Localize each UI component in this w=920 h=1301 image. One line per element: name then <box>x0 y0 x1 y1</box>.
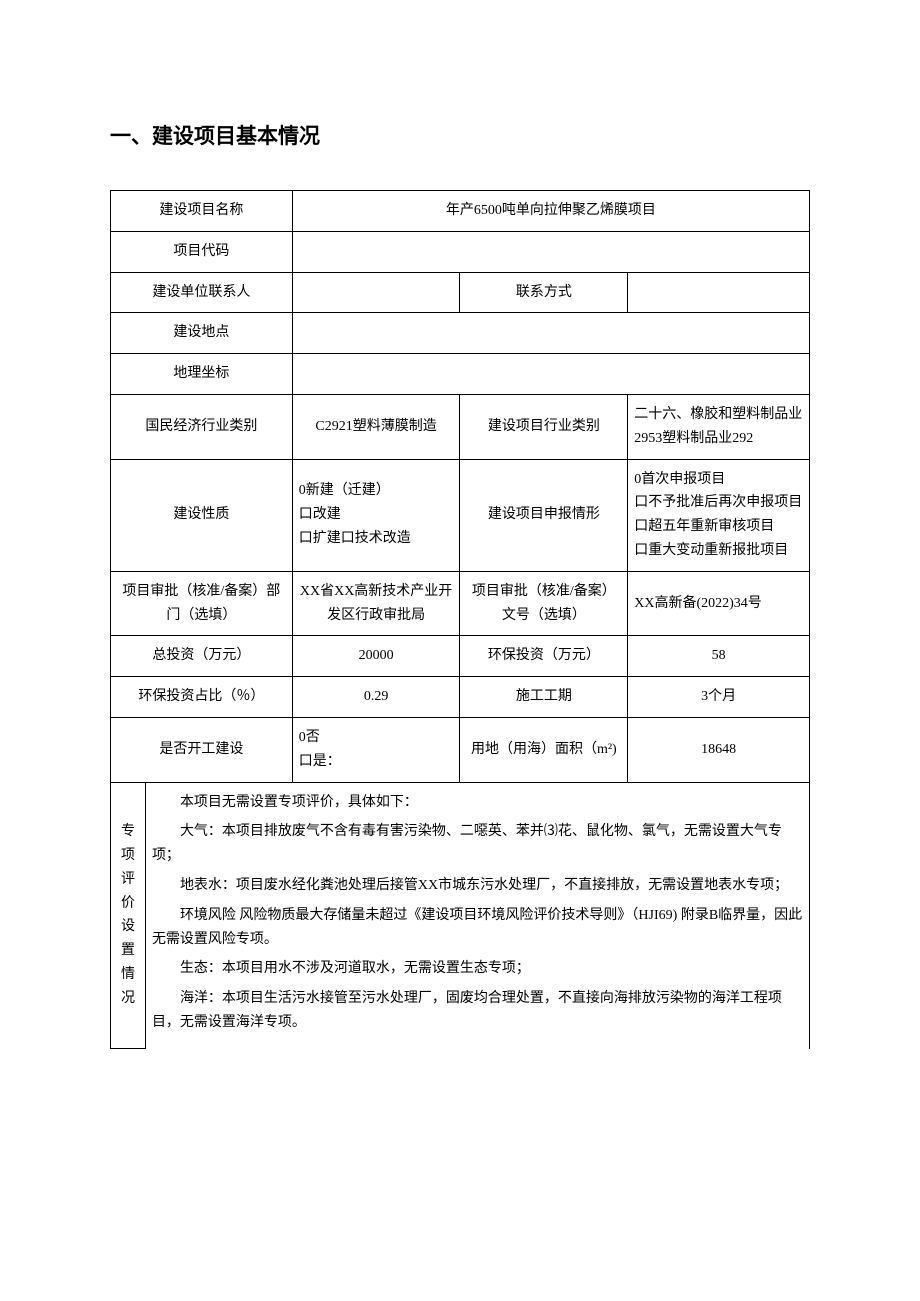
label-industry-cat: 国民经济行业类别 <box>111 394 293 459</box>
label-special-side: 专项评价设置情况 <box>111 782 146 1049</box>
table-row: 建设项目名称 年产6500吨单向拉伸聚乙烯膜项目 <box>111 191 810 232</box>
value-started: 0否 口是： <box>292 717 460 782</box>
table-row: 建设单位联系人 联系方式 <box>111 272 810 313</box>
value-env-invest: 58 <box>628 636 810 677</box>
value-industry-cat: C2921塑料薄膜制造 <box>292 394 460 459</box>
table-row: 国民经济行业类别 C2921塑料薄膜制造 建设项目行业类别 二十六、橡胶和塑料制… <box>111 394 810 459</box>
label-location: 建设地点 <box>111 313 293 354</box>
value-contact <box>292 272 460 313</box>
value-coords <box>292 354 809 395</box>
label-env-invest: 环保投资（万元） <box>460 636 628 677</box>
label-started: 是否开工建设 <box>111 717 293 782</box>
value-project-name: 年产6500吨单向拉伸聚乙烯膜项目 <box>292 191 809 232</box>
table-row-special: 专项评价设置情况 本项目无需设置专项评价，具体如下： 大气：本项目排放废气不含有… <box>111 782 810 1049</box>
label-project-code: 项目代码 <box>111 231 293 272</box>
label-project-name: 建设项目名称 <box>111 191 293 232</box>
special-content: 本项目无需设置专项评价，具体如下： 大气：本项目排放废气不含有毒有害污染物、二噁… <box>145 782 809 1049</box>
value-total-invest: 20000 <box>292 636 460 677</box>
label-total-invest: 总投资（万元） <box>111 636 293 677</box>
section-heading: 一、建设项目基本情况 <box>110 120 810 150</box>
special-p6: 海洋：本项目生活污水接管至污水处理厂，固废均合理处置，不直接向海排放污染物的海洋… <box>152 987 803 1035</box>
value-approval-no: XX高新备(2022)34号 <box>628 571 810 636</box>
table-row: 地理坐标 <box>111 354 810 395</box>
label-area: 用地（用海）面积（m²) <box>460 717 628 782</box>
value-project-code <box>292 231 809 272</box>
value-build-nature: 0新建（迁建） 口改建 口扩建口技术改造 <box>292 459 460 571</box>
value-proj-industry: 二十六、橡胶和塑料制品业2953塑料制品业292 <box>628 394 810 459</box>
special-p1: 本项目无需设置专项评价，具体如下： <box>152 791 803 815</box>
value-env-pct: 0.29 <box>292 677 460 718</box>
special-p3: 地表水：项目废水经化粪池处理后接管XX市城东污水处理厂，不直接排放，无需设置地表… <box>152 874 803 898</box>
label-contact: 建设单位联系人 <box>111 272 293 313</box>
table-row: 建设性质 0新建（迁建） 口改建 口扩建口技术改造 建设项目申报情形 0首次申报… <box>111 459 810 571</box>
value-duration: 3个月 <box>628 677 810 718</box>
page-container: 一、建设项目基本情况 建设项目名称 年产6500吨单向拉伸聚乙烯膜项目 项目代码… <box>0 0 920 1109</box>
label-approval-dept: 项目审批（核准/备案）部门（选填） <box>111 571 293 636</box>
label-contact-method: 联系方式 <box>460 272 628 313</box>
label-coords: 地理坐标 <box>111 354 293 395</box>
label-approval-no: 项目审批（核准/备案）文号（选填） <box>460 571 628 636</box>
table-row: 环保投资占比（％） 0.29 施工工期 3个月 <box>111 677 810 718</box>
value-contact-method <box>628 272 810 313</box>
table-row: 建设地点 <box>111 313 810 354</box>
label-proj-industry: 建设项目行业类别 <box>460 394 628 459</box>
value-approval-dept: XX省XX高新技术产业开发区行政审批局 <box>292 571 460 636</box>
label-duration: 施工工期 <box>460 677 628 718</box>
value-location <box>292 313 809 354</box>
table-row: 项目审批（核准/备案）部门（选填） XX省XX高新技术产业开发区行政审批局 项目… <box>111 571 810 636</box>
label-declare: 建设项目申报情形 <box>460 459 628 571</box>
project-info-table: 建设项目名称 年产6500吨单向拉伸聚乙烯膜项目 项目代码 建设单位联系人 联系… <box>110 190 810 1049</box>
label-env-pct: 环保投资占比（％） <box>111 677 293 718</box>
table-row: 是否开工建设 0否 口是： 用地（用海）面积（m²) 18648 <box>111 717 810 782</box>
value-area: 18648 <box>628 717 810 782</box>
special-p5: 生态：本项目用水不涉及河道取水，无需设置生态专项； <box>152 957 803 981</box>
value-declare: 0首次申报项目 口不予批准后再次申报项目 口超五年重新审核项目 口重大变动重新报… <box>628 459 810 571</box>
table-row: 项目代码 <box>111 231 810 272</box>
table-row: 总投资（万元） 20000 环保投资（万元） 58 <box>111 636 810 677</box>
label-build-nature: 建设性质 <box>111 459 293 571</box>
special-p2: 大气：本项目排放废气不含有毒有害污染物、二噁英、苯并⑶花、鼠化物、氯气，无需设置… <box>152 820 803 868</box>
special-p4: 环境风险 风险物质最大存储量未超过《建设项目环境风险评价技术导则》（HJI69)… <box>152 904 803 952</box>
